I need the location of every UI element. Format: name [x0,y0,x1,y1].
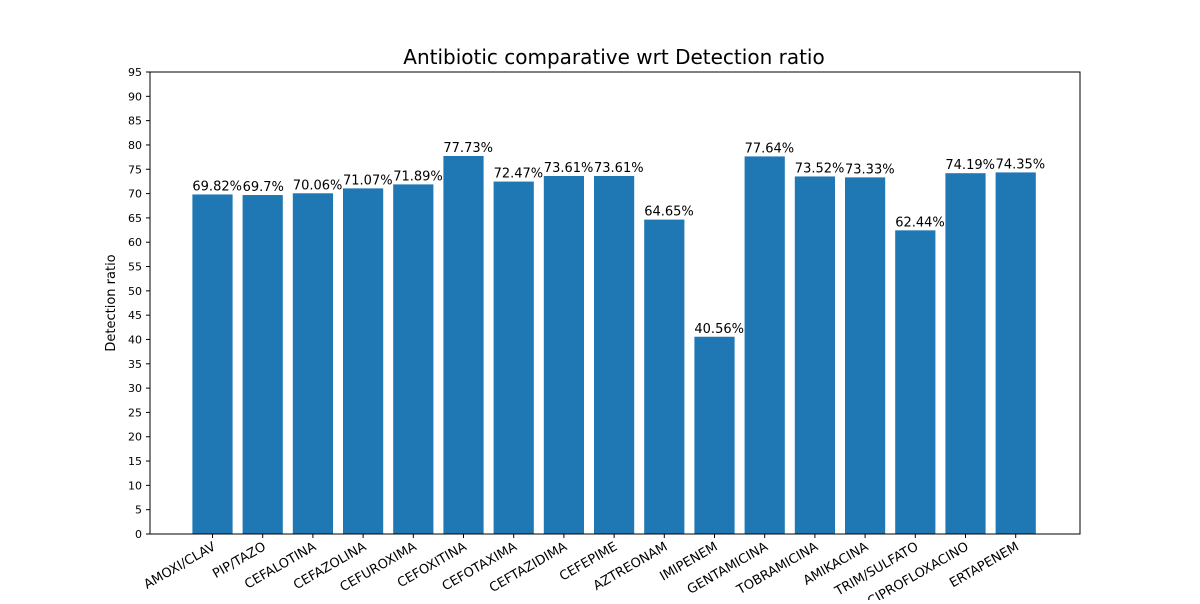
bar [644,219,685,534]
bar [493,181,534,534]
y-tick-label: 85 [128,115,142,128]
bar-data-label: 73.61% [594,161,644,176]
y-tick-label: 5 [135,504,142,517]
bar-data-label: 73.61% [544,161,594,176]
bar [744,156,785,535]
bar [694,336,735,534]
y-tick-label: 95 [128,66,142,79]
bar [995,172,1036,535]
y-tick-label: 30 [128,382,142,395]
bar [895,230,936,534]
bar-data-label: 62.44% [895,215,945,230]
y-tick-label: 15 [128,455,142,468]
y-tick-label: 45 [128,309,142,322]
bar [594,176,635,534]
bar [192,194,233,534]
bar-data-label: 74.19% [945,158,995,173]
bar [845,177,886,534]
bar [292,193,333,535]
bar [393,184,434,534]
bar [543,176,584,534]
y-tick-label: 55 [128,261,142,274]
y-tick-label: 70 [128,188,142,201]
plot-frame [149,71,1081,535]
bar-data-label: 77.64% [745,141,795,156]
bar-data-label: 71.89% [393,169,443,184]
y-tick-label: 35 [128,358,142,371]
bar-data-label: 40.56% [694,322,744,337]
bar-data-label: 71.07% [343,173,393,188]
chart-title: Antibiotic comparative wrt Detection rat… [403,45,824,69]
bar [343,188,384,534]
x-tick-label: AMOXI/CLAV [142,539,219,592]
y-tick-label: 0 [135,528,142,541]
bar [794,176,835,534]
bar-data-label: 77.73% [443,141,493,156]
y-tick-label: 65 [128,212,142,225]
bar [443,155,484,535]
bar-data-label: 69.7% [243,180,284,195]
bar [242,195,283,535]
bar-data-label: 64.65% [644,205,694,220]
y-tick-label: 90 [128,90,142,103]
y-tick-label: 10 [128,479,142,492]
y-tick-label: 50 [128,285,142,298]
bar-data-label: 70.06% [293,178,343,193]
bar-data-label: 73.52% [795,161,845,176]
bar-data-label: 73.33% [845,162,895,177]
y-tick-label: 20 [128,431,142,444]
bar [945,173,986,534]
y-tick-label: 40 [128,333,142,346]
y-axis-label: Detection ratio [104,254,119,351]
bar-data-label: 69.82% [192,179,242,194]
bar-data-label: 74.35% [996,157,1046,172]
y-tick-label: 80 [128,139,142,152]
bar-data-label: 72.47% [494,167,544,182]
y-tick-label: 60 [128,236,142,249]
y-tick-label: 25 [128,406,142,419]
y-tick-label: 75 [128,163,142,176]
